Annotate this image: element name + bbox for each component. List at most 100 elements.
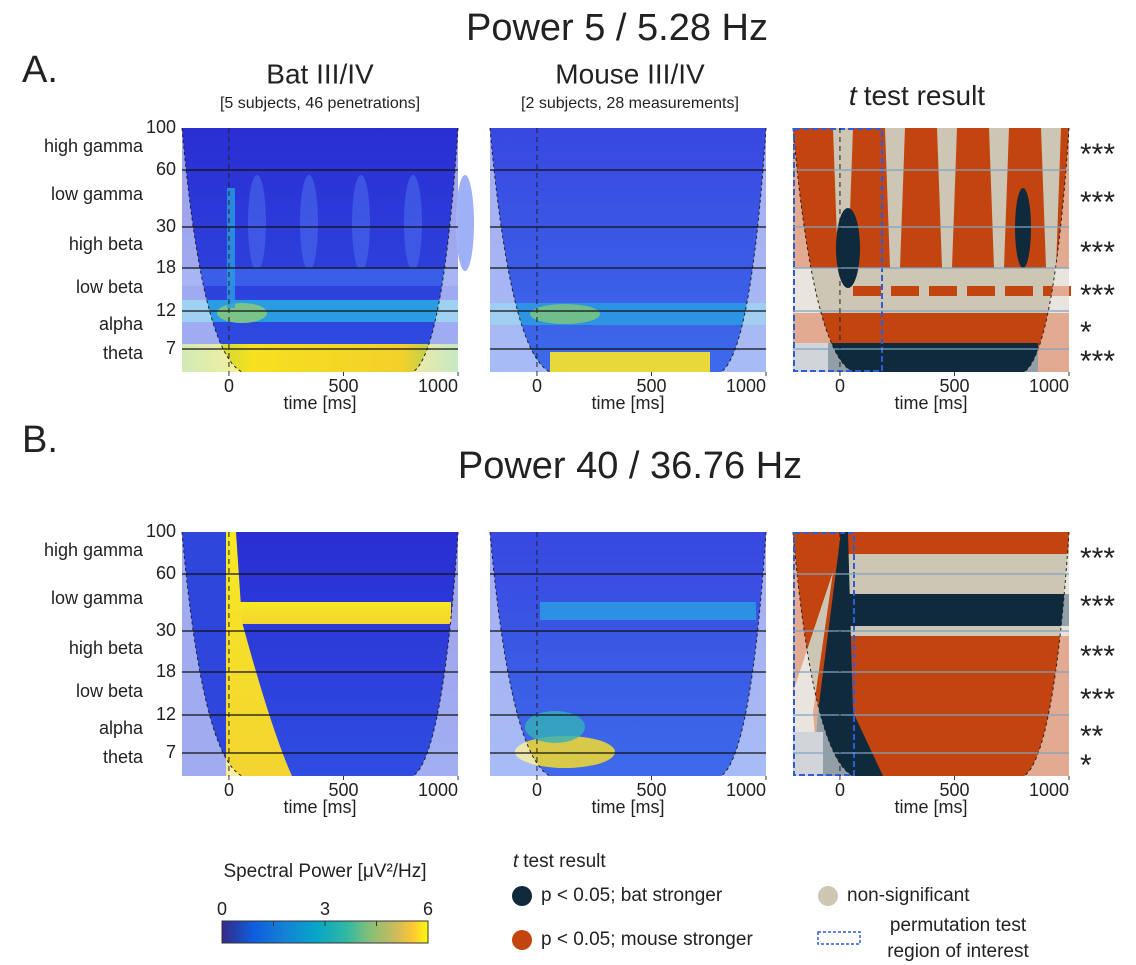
heatmap-streak — [456, 175, 474, 271]
row-title: Power 40 / 36.76 Hz — [458, 445, 802, 487]
italic-t: t — [513, 851, 519, 872]
heatmap-bg — [490, 532, 766, 776]
legend-swatch — [512, 886, 532, 906]
column-subtitle: [2 subjects, 28 measurements] — [521, 95, 739, 112]
legend-label: p < 0.05; mouse stronger — [541, 929, 753, 950]
panel — [181, 531, 459, 780]
band-label: low beta — [76, 277, 144, 297]
ttest-region — [838, 594, 1069, 626]
x-tick-label: 1000 — [418, 376, 458, 396]
ttest-region — [885, 128, 905, 268]
heatmap-streak — [248, 175, 266, 271]
panel — [489, 531, 767, 780]
heatmap-band — [230, 602, 451, 624]
y-tick-label: 18 — [156, 257, 176, 277]
y-tick-label: 12 — [156, 704, 176, 724]
heatmap-band — [182, 268, 458, 286]
roi-box — [793, 532, 855, 776]
heatmap-streak — [227, 188, 235, 308]
legend-label: p < 0.05; bat stronger — [541, 885, 723, 906]
x-tick-label: 500 — [939, 780, 969, 800]
y-tick-label: 30 — [156, 216, 176, 236]
band-label: high beta — [69, 234, 144, 254]
heatmap-blob — [525, 711, 585, 743]
x-tick-label: 1000 — [726, 780, 766, 800]
legend-label: permutation test — [890, 915, 1027, 936]
significance: *** — [1080, 683, 1115, 716]
significance: * — [1080, 749, 1092, 782]
coi-line — [181, 531, 243, 777]
band-label: high beta — [69, 638, 144, 658]
heatmap-streak — [352, 175, 370, 271]
x-tick-label: 1000 — [418, 780, 458, 800]
ttest-region — [989, 128, 1009, 268]
ttest-region — [891, 286, 919, 296]
colorbar-label: Spectral Power [μV²/Hz] — [223, 861, 426, 882]
x-tick-label: 500 — [328, 780, 358, 800]
band-label: high gamma — [44, 136, 144, 156]
coi-line — [792, 127, 854, 373]
legend-swatch — [818, 886, 838, 906]
significance: ** — [1080, 720, 1104, 753]
significance: *** — [1080, 640, 1115, 673]
colorbar-tick-label: 3 — [320, 899, 330, 919]
band-label: low beta — [76, 681, 144, 701]
significance: *** — [1080, 279, 1115, 312]
ttest-region — [967, 286, 995, 296]
legend-title-text: test result — [523, 851, 606, 872]
coi-line — [489, 127, 551, 373]
x-tick-label: 500 — [328, 376, 358, 396]
ttest-region — [1041, 128, 1061, 268]
significance: *** — [1080, 138, 1115, 171]
heatmap-streak — [404, 175, 422, 271]
band-label: alpha — [99, 314, 144, 334]
band-label: theta — [103, 747, 144, 767]
y-tick-label: 60 — [156, 159, 176, 179]
heatmap-blob — [515, 736, 615, 768]
x-tick-label: 500 — [636, 376, 666, 396]
x-tick-label: 0 — [835, 376, 845, 396]
y-tick-label: 12 — [156, 300, 176, 320]
y-tick-label: 30 — [156, 620, 176, 640]
x-tick-label: 500 — [636, 780, 666, 800]
significance: *** — [1080, 186, 1115, 219]
significance: *** — [1080, 236, 1115, 269]
ttest-region — [929, 286, 957, 296]
x-tick-label: 500 — [939, 376, 969, 396]
x-tick-label: 0 — [835, 780, 845, 800]
ttest-region — [937, 128, 957, 268]
column-title: t test result — [849, 80, 985, 111]
band-label: low gamma — [51, 184, 144, 204]
column-title: Mouse III/IV — [555, 58, 705, 89]
legend-label: non-significant — [847, 885, 970, 906]
x-axis-label: time [ms] — [591, 393, 664, 413]
ttest-region — [863, 320, 1053, 340]
x-tick-label: 1000 — [1029, 780, 1069, 800]
column-subtitle: [5 subjects, 46 penetrations] — [220, 95, 420, 112]
x-axis-label: time [ms] — [894, 797, 967, 817]
heatmap-blob — [530, 304, 600, 324]
band-label: alpha — [99, 718, 144, 738]
ttest-region — [1005, 286, 1033, 296]
ttest-region — [853, 286, 881, 296]
coi-line — [792, 531, 854, 777]
significance: * — [1080, 316, 1092, 349]
heatmap-band — [540, 602, 756, 620]
x-tick-label: 0 — [532, 780, 542, 800]
colorbar-tick-label: 6 — [423, 899, 433, 919]
panel — [489, 127, 767, 376]
x-axis-label: time [ms] — [283, 797, 356, 817]
roi-box — [793, 128, 883, 372]
panel — [792, 531, 1070, 780]
band-label: high gamma — [44, 540, 144, 560]
x-tick-label: 0 — [532, 376, 542, 396]
y-tick-label: 100 — [146, 521, 176, 541]
significance: *** — [1080, 590, 1115, 623]
panel — [792, 127, 1071, 376]
panel — [181, 127, 474, 376]
y-tick-label: 18 — [156, 661, 176, 681]
y-tick-label: 60 — [156, 563, 176, 583]
heatmap-band — [550, 352, 710, 372]
ttest-region — [828, 343, 1038, 372]
